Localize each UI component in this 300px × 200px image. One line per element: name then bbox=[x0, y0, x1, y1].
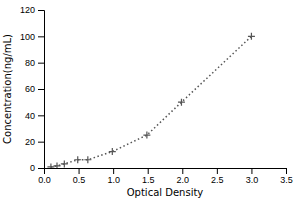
tick-label: 0.0 bbox=[38, 175, 51, 185]
tick: 40 bbox=[25, 111, 44, 121]
tick: 3.0 bbox=[246, 168, 259, 185]
tick-mark bbox=[38, 63, 44, 64]
tick-label: 1.5 bbox=[142, 175, 155, 185]
tick-label: 20 bbox=[25, 137, 35, 147]
tick-label: 40 bbox=[25, 111, 35, 121]
tick-mark bbox=[217, 168, 218, 174]
tick: 0 bbox=[30, 163, 44, 173]
tick-label: 3.5 bbox=[280, 175, 293, 185]
tick-mark bbox=[148, 168, 149, 174]
tick-label: 60 bbox=[25, 84, 35, 94]
tick: 1.5 bbox=[142, 168, 155, 185]
tick-mark bbox=[38, 36, 44, 37]
tick: 80 bbox=[25, 58, 44, 68]
tick-mark bbox=[182, 168, 183, 174]
tick: 20 bbox=[25, 137, 44, 147]
y-axis-line bbox=[38, 11, 45, 169]
x-axis-line bbox=[45, 169, 287, 175]
tick: 2.0 bbox=[177, 168, 190, 185]
marker bbox=[248, 33, 255, 40]
marker bbox=[143, 132, 150, 139]
tick-label: 80 bbox=[25, 58, 35, 68]
tick-label: 0 bbox=[30, 163, 35, 173]
marker bbox=[84, 156, 91, 163]
x-axis-title: Optical Density bbox=[127, 187, 204, 198]
tick-mark bbox=[38, 142, 44, 143]
tick-label: 2.5 bbox=[211, 175, 224, 185]
chart: 0.0 0.5 1.0 1.5 2.0 2.5 3.0 3.5 0 20 40 60 80 100 120 O… bbox=[0, 0, 300, 200]
plot: 0.0 0.5 1.0 1.5 2.0 2.5 3.0 3.5 0 20 40 60 80 100 120 bbox=[20, 5, 293, 185]
tick-mark bbox=[286, 168, 287, 174]
tick: 0.0 bbox=[38, 168, 51, 185]
tick-label: 100 bbox=[20, 32, 35, 42]
y-axis-title: Concentration(ng/mL) bbox=[2, 34, 13, 144]
tick-mark bbox=[79, 168, 80, 174]
marker bbox=[74, 156, 81, 163]
tick-mark bbox=[38, 89, 44, 90]
marker bbox=[109, 148, 116, 155]
tick: 2.5 bbox=[211, 168, 224, 185]
marker bbox=[61, 160, 68, 167]
tick-mark bbox=[38, 10, 44, 11]
marker bbox=[178, 99, 185, 106]
line bbox=[51, 36, 252, 167]
tick: 120 bbox=[20, 5, 44, 15]
tick-mark bbox=[251, 168, 252, 174]
tick-mark bbox=[113, 168, 114, 174]
tick-label: 120 bbox=[20, 5, 35, 15]
y-axis: 0 20 40 60 80 100 120 bbox=[20, 5, 45, 173]
tick: 100 bbox=[20, 32, 44, 42]
tick-label: 0.5 bbox=[73, 175, 86, 185]
tick-mark bbox=[38, 168, 44, 169]
tick-label: 2.0 bbox=[177, 175, 190, 185]
tick-label: 3.0 bbox=[246, 175, 259, 185]
tick: 60 bbox=[25, 84, 44, 94]
tick-mark bbox=[38, 115, 44, 116]
tick-label: 1.0 bbox=[107, 175, 120, 185]
marker bbox=[53, 162, 60, 168]
tick: 3.5 bbox=[280, 168, 293, 185]
tick: 0.5 bbox=[73, 168, 86, 185]
series bbox=[47, 33, 255, 168]
tick: 1.0 bbox=[107, 168, 120, 185]
marker bbox=[47, 163, 54, 168]
x-axis: 0.0 0.5 1.0 1.5 2.0 2.5 3.0 3.5 bbox=[38, 168, 293, 185]
